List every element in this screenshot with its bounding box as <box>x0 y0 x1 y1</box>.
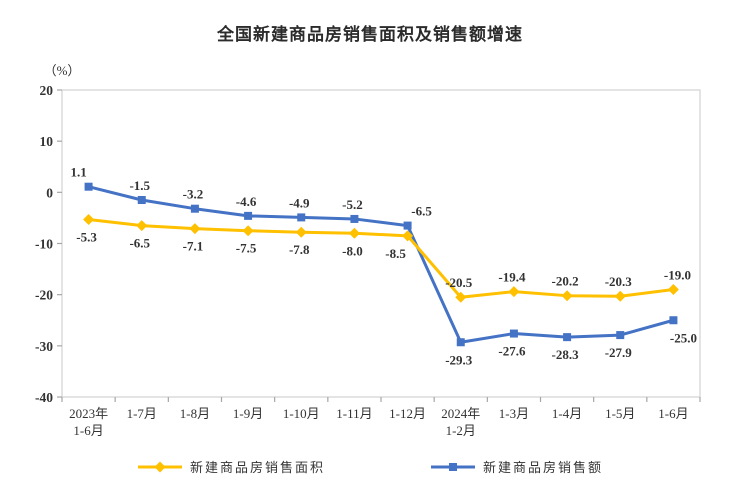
square-marker <box>456 338 465 347</box>
x-category-label: 1-4月 <box>552 406 582 421</box>
y-tick-label: -20 <box>35 288 53 303</box>
square-marker <box>563 333 572 342</box>
legend-item-sales-area: 新建商品房销售面积 <box>137 457 325 476</box>
diamond-marker <box>136 220 148 232</box>
data-label: -8.5 <box>385 246 406 261</box>
x-category-label: 2023年 1-6月 <box>69 406 108 438</box>
x-category-label: 1-11月 <box>336 406 372 421</box>
data-label: -5.2 <box>342 197 363 212</box>
y-tick-label: -30 <box>35 339 53 354</box>
data-label: -7.1 <box>183 239 204 254</box>
data-label: -20.5 <box>445 275 473 290</box>
diamond-marker <box>561 290 573 302</box>
series-line <box>88 217 674 299</box>
data-label: -7.5 <box>236 241 257 256</box>
y-tick-label: -10 <box>35 237 53 252</box>
data-label: -27.9 <box>605 345 633 360</box>
diamond-marker <box>83 213 95 225</box>
line-chart: （%） 20 10 0 -10 -20 -30 -40 2023年 1-6月 1-7月 1-8月 1-9… <box>35 63 701 438</box>
x-category-label: 1-12月 <box>389 406 426 421</box>
square-marker <box>403 221 412 230</box>
data-label: -25.0 <box>670 330 697 345</box>
y-tick-label: 0 <box>46 185 53 200</box>
x-category-label: 1-3月 <box>499 406 529 421</box>
series-sales-area: -5.3 -6.5 -7.1 -7.5 -7.8 -8.0 -8.5 -20.5 -19.4 -2… <box>76 213 691 303</box>
diamond-marker <box>189 223 201 235</box>
x-axis: 2023年 1-6月 1-7月 1-8月 1-9月 1-10月 1-11月 1-12月 2024… <box>61 397 701 438</box>
legend-line-diamond-icon <box>137 461 182 472</box>
data-label: -19.0 <box>664 268 691 283</box>
legend: 新建商品房销售面积 新建商品房销售额 <box>0 457 740 476</box>
square-marker <box>616 331 625 340</box>
diamond-marker <box>614 290 626 302</box>
x-category-label: 1-10月 <box>283 406 320 421</box>
diamond-marker <box>402 230 414 242</box>
data-label: -4.6 <box>236 194 257 209</box>
y-tick-label: 10 <box>40 134 54 149</box>
square-marker <box>297 213 306 222</box>
square-marker <box>84 182 93 191</box>
square-marker <box>244 211 253 220</box>
square-marker <box>350 214 359 223</box>
data-label: -4.9 <box>289 195 310 210</box>
data-label: -1.5 <box>129 178 150 193</box>
chart-title: 全国新建商品房销售面积及销售额增速 <box>217 25 523 44</box>
x-category-label: 2024年 1-2月 <box>441 406 480 438</box>
data-label: -27.6 <box>498 344 526 359</box>
x-category-label: 1-6月 <box>658 406 688 421</box>
square-marker <box>137 196 146 205</box>
legend-label-sales-amount: 新建商品房销售额 <box>483 460 604 475</box>
data-label: -28.3 <box>552 347 580 362</box>
diamond-marker <box>242 225 254 237</box>
diamond-marker <box>348 227 360 239</box>
series-sales-amount: 1.1 -1.5 -3.2 -4.6 -4.9 -5.2 -6.5 -29.3 -27.6 -28… <box>70 165 697 368</box>
x-category-label: 1-8月 <box>180 406 210 421</box>
data-label: -8.0 <box>342 243 363 258</box>
data-label: -7.8 <box>289 242 310 257</box>
y-axis: 20 10 0 -10 -20 -30 -40 <box>35 83 62 405</box>
data-label: -6.5 <box>129 236 150 251</box>
diamond-marker <box>455 291 467 303</box>
data-label: -19.4 <box>498 270 526 285</box>
diamond-marker <box>508 286 520 298</box>
square-marker <box>509 329 518 338</box>
series-line <box>88 185 674 344</box>
data-label: -6.5 <box>411 204 432 219</box>
data-label: -20.3 <box>605 274 633 289</box>
data-label: -5.3 <box>76 229 97 244</box>
y-axis-unit-label: （%） <box>44 63 81 78</box>
y-tick-label: -40 <box>35 390 53 405</box>
data-label: -20.2 <box>552 274 579 289</box>
legend-item-sales-amount: 新建商品房销售额 <box>430 457 603 476</box>
x-category-label: 1-5月 <box>605 406 635 421</box>
diamond-marker <box>295 226 307 238</box>
x-category-label: 1-7月 <box>127 406 157 421</box>
diamond-marker <box>667 284 679 296</box>
square-marker <box>669 316 678 325</box>
y-tick-label: 20 <box>40 83 54 98</box>
data-label: -3.2 <box>183 187 204 202</box>
data-label: -29.3 <box>445 352 473 367</box>
square-marker <box>190 204 199 213</box>
legend-line-square-icon <box>431 462 475 471</box>
data-label: 1.1 <box>70 165 86 180</box>
x-category-label: 1-9月 <box>233 406 263 421</box>
legend-label-sales-area: 新建商品房销售面积 <box>189 460 325 475</box>
